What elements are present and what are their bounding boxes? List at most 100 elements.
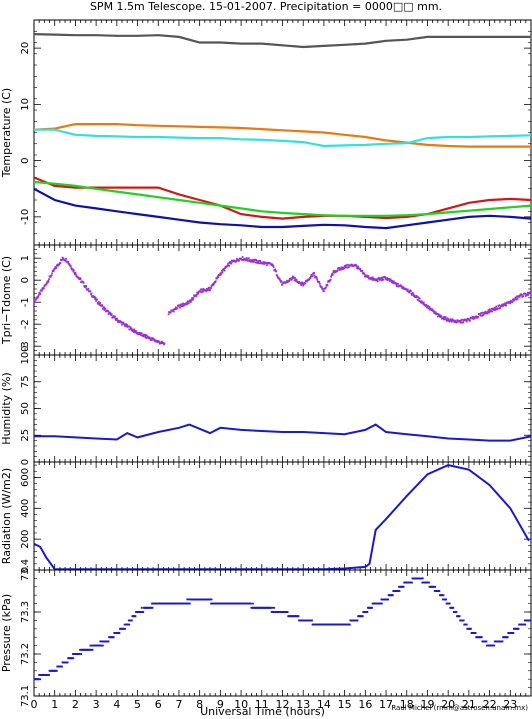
data-point bbox=[286, 611, 289, 613]
data-point bbox=[38, 674, 41, 676]
data-point bbox=[444, 316, 447, 318]
data-point bbox=[412, 292, 414, 294]
data-point bbox=[130, 329, 133, 332]
data-point bbox=[398, 585, 400, 588]
data-point bbox=[214, 281, 217, 284]
data-point bbox=[406, 289, 409, 292]
y-tick-label: -10 bbox=[20, 209, 31, 225]
data-point bbox=[465, 623, 468, 626]
data-point bbox=[116, 320, 119, 323]
data-point bbox=[484, 310, 487, 313]
data-point bbox=[144, 333, 147, 336]
data-point bbox=[109, 311, 112, 314]
data-point bbox=[350, 263, 353, 266]
data-point bbox=[487, 310, 489, 313]
data-point bbox=[219, 273, 222, 276]
data-point bbox=[479, 314, 482, 317]
data-point bbox=[524, 292, 527, 295]
data-point bbox=[412, 294, 415, 296]
x-tick-label: 13 bbox=[296, 698, 310, 711]
data-point bbox=[386, 277, 388, 280]
data-point bbox=[47, 281, 49, 284]
data-point bbox=[352, 265, 355, 267]
data-point bbox=[433, 590, 436, 592]
data-point bbox=[244, 258, 247, 261]
data-point bbox=[474, 632, 477, 634]
data-point bbox=[186, 598, 189, 601]
x-axis-label: Universal Time (hours) bbox=[200, 705, 325, 718]
data-point bbox=[66, 661, 69, 664]
series-line bbox=[34, 176, 531, 220]
data-point bbox=[122, 322, 125, 324]
data-point bbox=[197, 292, 200, 295]
data-point bbox=[294, 278, 297, 281]
data-point bbox=[443, 316, 446, 318]
data-point bbox=[85, 285, 88, 287]
data-point bbox=[524, 623, 527, 626]
y-tick-label: 73.2 bbox=[20, 643, 31, 665]
data-point bbox=[330, 274, 333, 276]
data-point bbox=[250, 260, 252, 263]
data-point bbox=[75, 273, 77, 276]
data-point bbox=[278, 277, 281, 280]
data-point bbox=[222, 268, 225, 271]
x-tick-label: 14 bbox=[317, 698, 331, 711]
data-point bbox=[65, 257, 67, 260]
data-point bbox=[495, 305, 498, 308]
data-point bbox=[189, 301, 192, 303]
data-point bbox=[47, 279, 50, 282]
data-point bbox=[462, 321, 465, 324]
data-point bbox=[420, 300, 423, 303]
data-point bbox=[79, 648, 82, 651]
data-point bbox=[216, 276, 219, 279]
data-point bbox=[494, 307, 497, 310]
data-point bbox=[49, 276, 52, 278]
data-point bbox=[133, 328, 136, 331]
data-point bbox=[266, 264, 268, 267]
data-point bbox=[381, 279, 383, 282]
data-point bbox=[221, 269, 223, 272]
data-point bbox=[186, 300, 189, 303]
data-point bbox=[69, 265, 72, 268]
y-tick-label: -1 bbox=[20, 297, 31, 307]
data-point bbox=[330, 275, 333, 278]
data-point bbox=[134, 615, 137, 618]
data-point bbox=[345, 264, 348, 267]
y-tick-label: 200 bbox=[20, 530, 31, 549]
data-point bbox=[238, 259, 240, 262]
data-point bbox=[355, 265, 358, 268]
panel-frame bbox=[33, 461, 532, 571]
data-point bbox=[489, 309, 492, 312]
data-point bbox=[464, 319, 467, 322]
series-line bbox=[34, 180, 531, 217]
data-point bbox=[381, 602, 383, 605]
data-point bbox=[98, 644, 101, 647]
x-tick-label: 8 bbox=[196, 698, 203, 711]
data-point bbox=[318, 281, 321, 283]
data-point bbox=[38, 291, 41, 294]
data-point bbox=[292, 276, 295, 278]
data-point bbox=[500, 305, 503, 307]
data-point bbox=[153, 338, 156, 341]
data-point bbox=[323, 290, 325, 292]
data-point bbox=[160, 340, 163, 343]
data-point bbox=[482, 311, 485, 314]
data-point bbox=[459, 321, 462, 324]
data-point bbox=[469, 319, 471, 322]
data-point bbox=[179, 304, 182, 307]
data-point bbox=[39, 678, 42, 681]
data-point bbox=[515, 298, 518, 301]
data-point bbox=[518, 295, 521, 298]
data-point bbox=[48, 278, 50, 281]
data-point bbox=[428, 306, 431, 308]
data-point bbox=[42, 287, 45, 290]
data-point bbox=[260, 261, 263, 264]
data-point bbox=[101, 640, 104, 643]
data-point bbox=[497, 305, 500, 307]
data-point bbox=[394, 282, 397, 285]
data-point bbox=[210, 598, 213, 601]
data-point bbox=[489, 310, 492, 313]
data-point bbox=[288, 280, 291, 283]
data-point bbox=[140, 611, 143, 613]
data-point bbox=[447, 318, 450, 321]
